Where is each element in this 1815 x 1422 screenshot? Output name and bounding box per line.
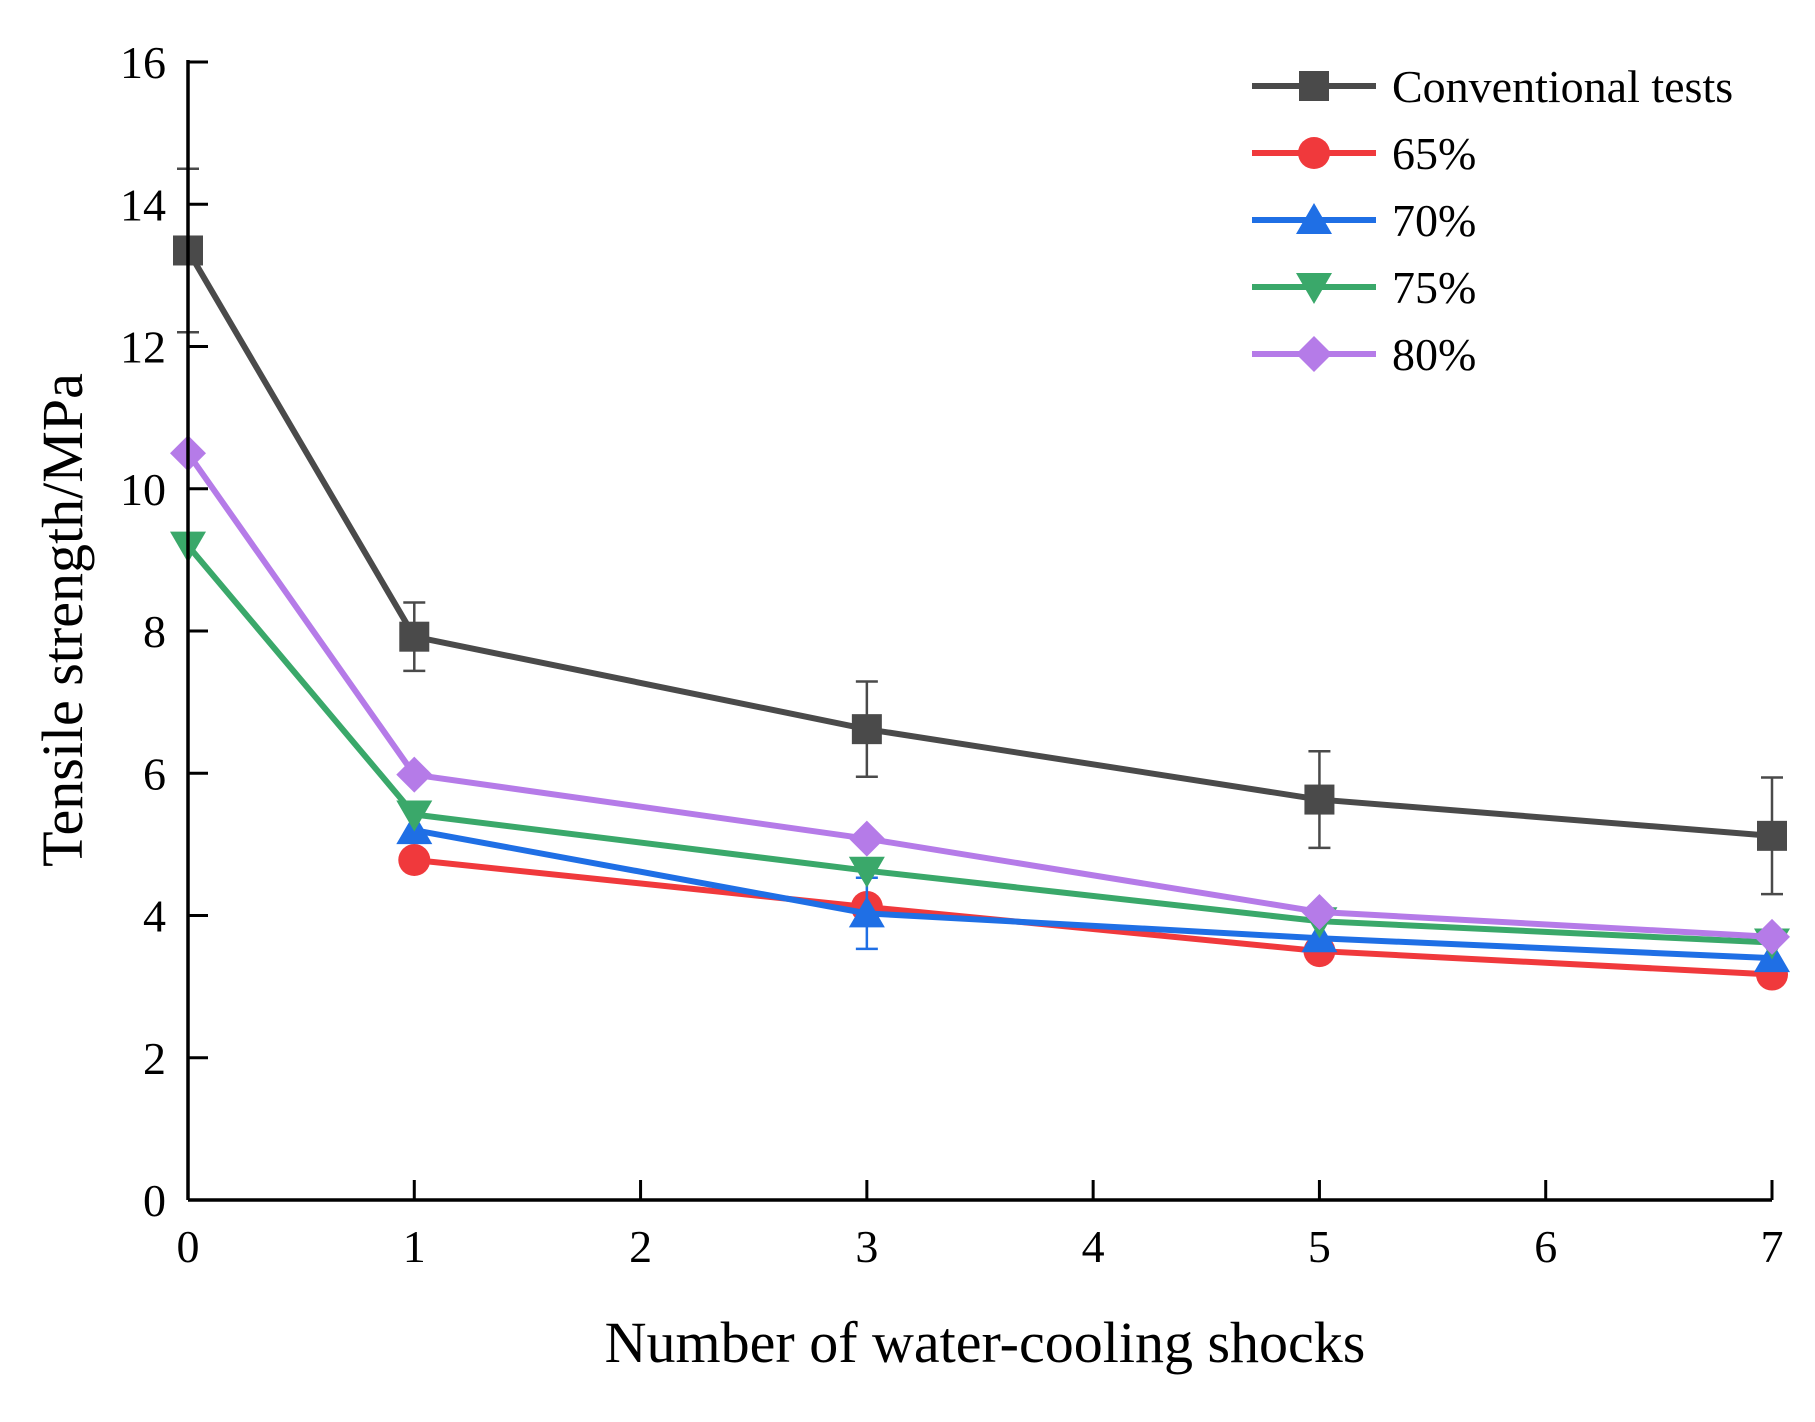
data-point [396,800,433,832]
x-tick-label: 1 [403,1221,426,1272]
y-tick-label: 2 [143,1033,166,1084]
legend: Conventional tests 65% 70% 75% 80% [1252,61,1733,380]
data-point [1304,784,1335,815]
data-point [851,714,882,745]
legend-label: Conventional tests [1392,61,1733,112]
data-point [399,621,430,652]
data-point [1754,918,1790,955]
x-tick-label: 6 [1534,1221,1557,1272]
y-tick-label: 16 [120,37,166,88]
x-tick-label: 0 [177,1221,200,1272]
legend-label: 80% [1392,329,1476,380]
x-tick-label: 4 [1082,1221,1105,1272]
x-axis-title: Number of water-cooling shocks [605,1310,1366,1375]
data-point [848,820,885,857]
data-point [398,844,431,877]
legend-swatch-marker [1296,336,1332,372]
legend-swatch-marker [1298,137,1330,169]
x-tick-label: 5 [1308,1221,1331,1272]
legend-entry: 65% [1252,128,1476,179]
data-point [1757,820,1787,851]
data-point [396,756,433,793]
data-point [848,856,885,888]
legend-swatch-marker [1296,203,1332,234]
legend-entry: Conventional tests [1252,61,1733,112]
y-axis-title: Tensile strength/MPa [30,373,95,867]
legend-entry: 75% [1252,262,1476,313]
legend-label: 65% [1392,128,1476,179]
y-tick-label: 6 [143,748,166,799]
y-tick-label: 12 [120,322,166,373]
x-tick-label: 7 [1761,1221,1784,1272]
y-tick-label: 4 [143,891,166,942]
legend-entry: 80% [1252,329,1476,380]
legend-swatch-marker [1299,71,1329,101]
y-tick-label: 10 [120,464,166,515]
legend-entry: 70% [1252,195,1476,246]
legend-swatch-marker [1296,273,1332,304]
data-point [848,896,885,928]
legend-label: 75% [1392,262,1476,313]
series-line [413,827,1773,962]
x-tick-label: 3 [855,1221,878,1272]
y-tick-label: 14 [120,179,166,230]
x-tick-label: 2 [629,1221,652,1272]
y-tick-label: 0 [143,1175,166,1226]
legend-label: 70% [1392,195,1476,246]
series-line [185,248,1773,839]
plot-area [170,167,1790,991]
data-point [1301,893,1338,930]
series-line [413,857,1773,978]
series-5 [170,435,1790,955]
y-tick-label: 8 [143,606,166,657]
